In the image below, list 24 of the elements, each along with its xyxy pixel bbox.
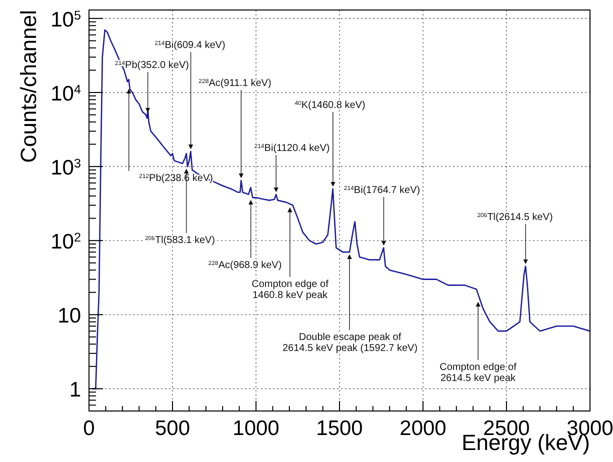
annotation: Double escape peak of 2614.5 keV peak (1592.7 keV) bbox=[282, 332, 418, 354]
y-tick-label: 10$^{4}$ bbox=[50, 82, 81, 106]
annotation: $^{214}$Bi(609.4 keV) bbox=[154, 40, 226, 51]
annotation: $^{214}$Bi(1120.4 keV) bbox=[254, 143, 330, 154]
y-tick-label: 1 bbox=[69, 378, 81, 402]
y-axis-title: Counts/channel bbox=[16, 10, 41, 163]
x-tick-label: 1000 bbox=[232, 417, 280, 440]
annotation: $^{208}$Tl(2614.5 keV) bbox=[477, 212, 553, 223]
y-tick-label: 10$^{2}$ bbox=[50, 230, 81, 254]
y-tick-label: 10$^{5}$ bbox=[50, 8, 81, 32]
annotation: Compton edge of 1460.8 keV peak bbox=[252, 279, 329, 301]
y-tick-label: 10$^{3}$ bbox=[50, 156, 81, 180]
annotation: $^{40}$K(1460.8 keV) bbox=[294, 100, 366, 111]
annotation: $^{208}$Tl(583.1 keV) bbox=[144, 235, 216, 246]
x-tick-label: 1500 bbox=[316, 417, 363, 440]
x-tick-label: 500 bbox=[154, 417, 190, 440]
line-series bbox=[92, 29, 590, 390]
y-tick-label: 10 bbox=[58, 304, 81, 328]
annotation: $^{228}$Ac(911.1 keV) bbox=[198, 78, 272, 89]
annotation: $^{228}$Ac(968.9 keV) bbox=[208, 260, 282, 271]
annotation: Compton edge of 2614.5 keV peak bbox=[440, 362, 517, 384]
annotation: $^{214}$Bi(1764.7 keV) bbox=[344, 185, 420, 196]
x-tick-label: 0 bbox=[83, 417, 95, 440]
x-tick-label: 2000 bbox=[400, 417, 446, 440]
